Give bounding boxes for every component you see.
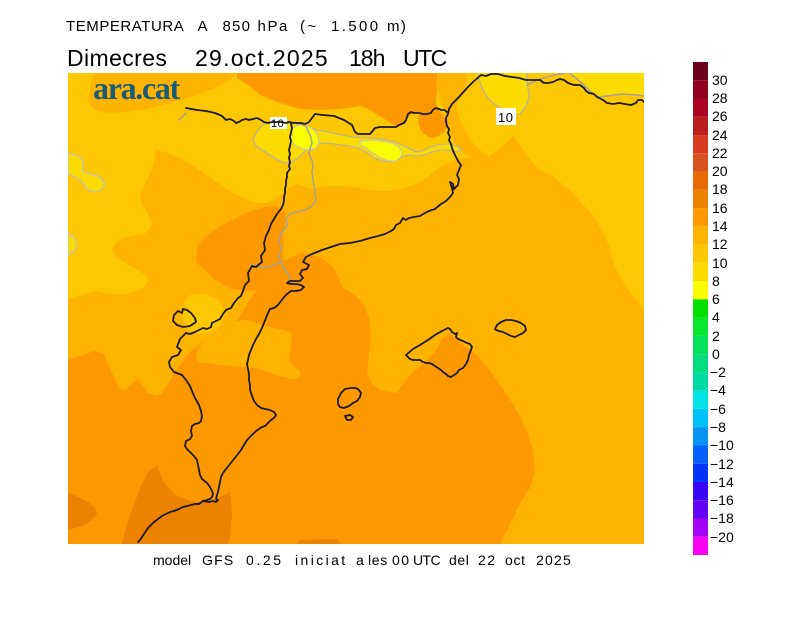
svg-text:16: 16 [712, 200, 728, 216]
svg-text:12: 12 [712, 236, 728, 252]
svg-text:−2: −2 [710, 364, 726, 380]
svg-text:−12: −12 [710, 456, 734, 472]
svg-text:10: 10 [498, 110, 513, 125]
svg-text:−8: −8 [710, 419, 726, 435]
svg-text:24: 24 [712, 127, 728, 143]
svg-text:0: 0 [712, 346, 720, 362]
svg-text:18: 18 [712, 181, 728, 197]
svg-text:30: 30 [712, 72, 728, 88]
svg-text:2: 2 [712, 328, 720, 344]
svg-text:6: 6 [712, 291, 720, 307]
svg-text:−4: −4 [710, 382, 726, 398]
svg-text:−16: −16 [710, 492, 734, 508]
svg-text:−14: −14 [710, 474, 734, 490]
svg-text:10: 10 [712, 255, 728, 271]
svg-text:10: 10 [271, 118, 284, 130]
svg-text:−20: −20 [710, 529, 734, 545]
svg-text:−10: −10 [710, 437, 734, 453]
svg-text:22: 22 [712, 145, 728, 161]
svg-text:26: 26 [712, 108, 728, 124]
svg-text:14: 14 [712, 218, 728, 234]
svg-text:20: 20 [712, 163, 728, 179]
svg-text:4: 4 [712, 309, 720, 325]
svg-text:−6: −6 [710, 401, 726, 417]
svg-text:28: 28 [712, 90, 728, 106]
svg-text:−18: −18 [710, 510, 734, 526]
svg-text:8: 8 [712, 273, 720, 289]
